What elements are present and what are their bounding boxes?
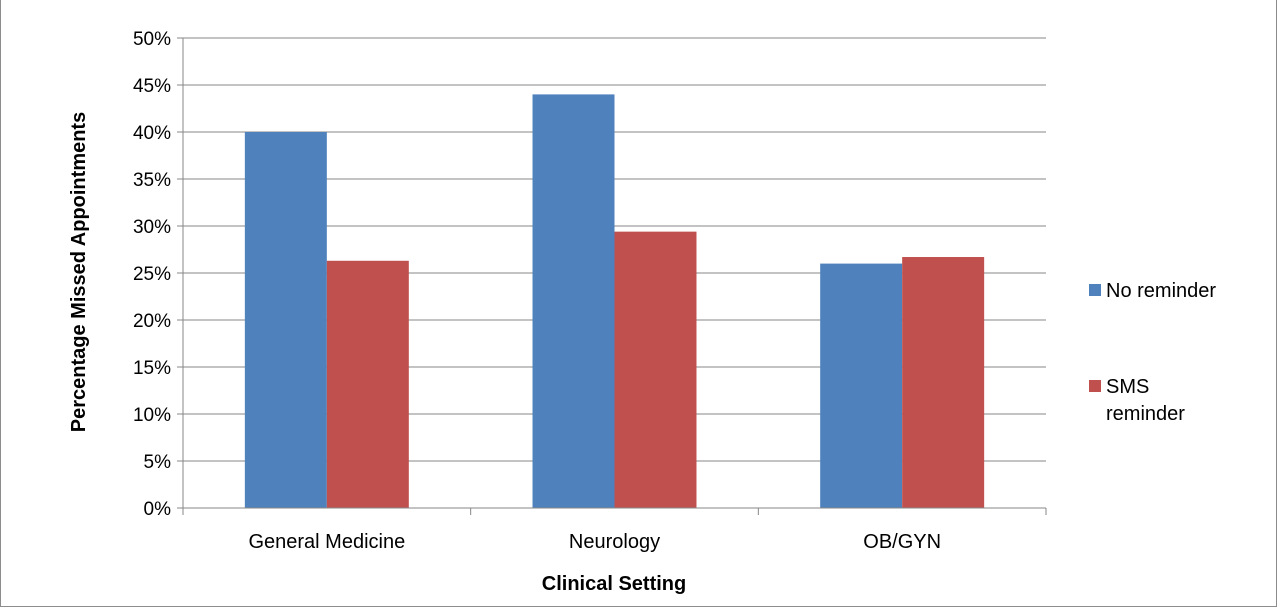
legend-label-line: SMS — [1106, 376, 1149, 398]
bar-sms-reminder — [902, 257, 985, 508]
y-tick-label: 45% — [133, 76, 171, 97]
y-tick-label: 25% — [133, 264, 171, 285]
y-tick-label: 5% — [144, 452, 172, 473]
bars — [244, 94, 985, 509]
x-axis-label: Clinical Setting — [542, 573, 686, 595]
bar-sms-reminder — [614, 231, 697, 508]
y-axis-tick-labels: 0% 5% 10% 15% 20% 25% 30% 35% 40% 45% 50% — [133, 29, 171, 520]
y-tick-label: 35% — [133, 170, 171, 191]
y-tick-label: 0% — [144, 499, 172, 520]
y-axis-label: Percentage Missed Appointments — [68, 112, 90, 432]
legend-swatch — [1089, 284, 1101, 296]
bar-sms-reminder — [326, 260, 409, 508]
y-tick-label: 15% — [133, 358, 171, 379]
x-axis-tick-labels: General Medicine Neurology OB/GYN — [248, 531, 941, 553]
bar-no-reminder — [244, 132, 327, 508]
legend: No reminder SMS reminder — [1089, 280, 1216, 425]
y-tick-label: 50% — [133, 29, 171, 50]
bar-no-reminder — [532, 94, 615, 509]
legend-swatch — [1089, 380, 1101, 392]
y-tick-label: 20% — [133, 311, 171, 332]
legend-label: No reminder — [1106, 280, 1216, 302]
y-tick-label: 40% — [133, 123, 171, 144]
x-tick-label: Neurology — [569, 531, 660, 553]
y-tick-label: 10% — [133, 405, 171, 426]
y-tick-label: 30% — [133, 217, 171, 238]
x-tick-label: OB/GYN — [863, 531, 941, 553]
bar-no-reminder — [820, 263, 903, 508]
legend-label-line: No reminder — [1106, 280, 1216, 302]
legend-label: SMS reminder — [1106, 376, 1185, 425]
axes — [182, 38, 1047, 515]
legend-label-line: reminder — [1106, 403, 1185, 425]
x-tick-label: General Medicine — [248, 531, 405, 553]
